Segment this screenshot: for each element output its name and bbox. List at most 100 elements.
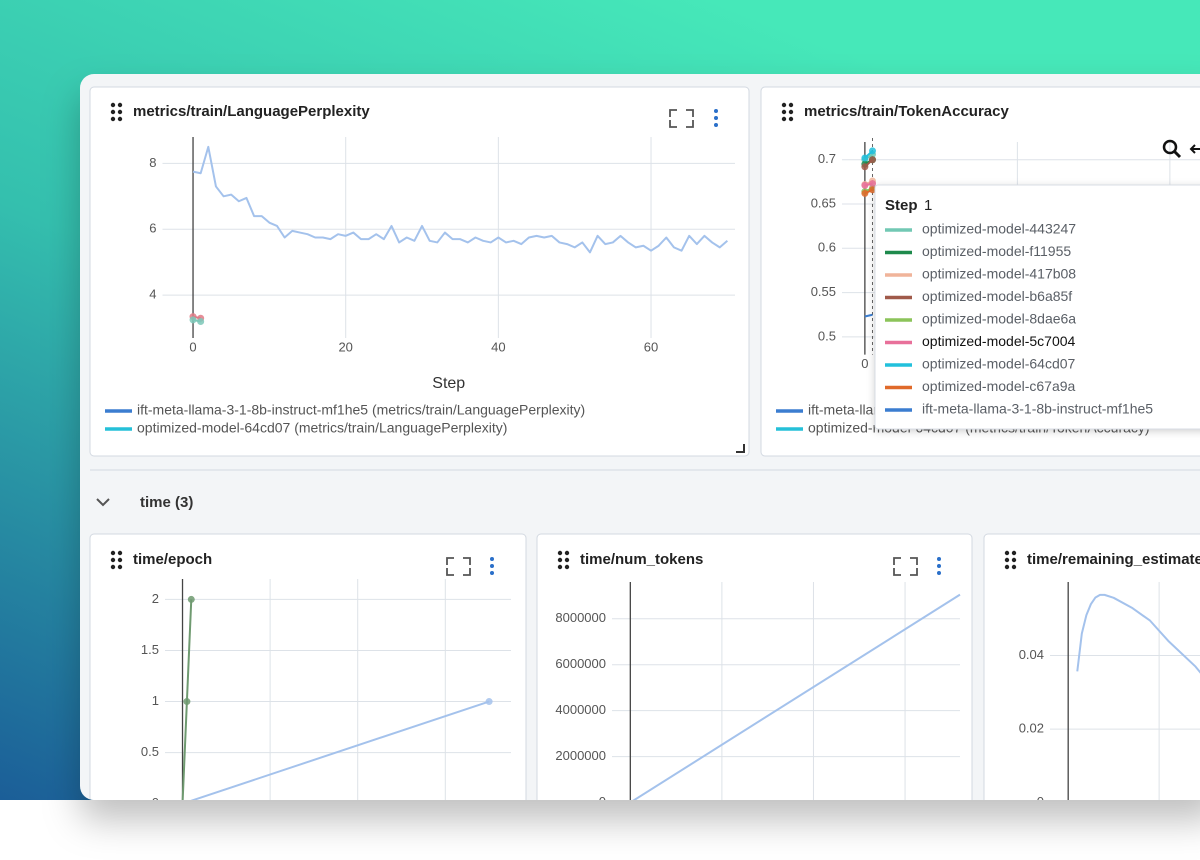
tooltip-item: optimized-model-64cd07 — [922, 356, 1076, 372]
point — [183, 698, 191, 706]
handle-dot — [564, 557, 570, 563]
x-tick-label: 0 — [861, 356, 868, 371]
x-tick-label: 20 — [338, 339, 352, 354]
tooltip-item: optimized-model-5c7004 — [922, 333, 1076, 349]
drag-handle[interactable] — [781, 102, 794, 122]
window-content: time (3) metrics/train/LanguagePerplexit… — [89, 86, 1200, 809]
x-axis-label: Step — [432, 375, 465, 392]
menu-button[interactable] — [490, 557, 494, 575]
handle-dot — [557, 557, 563, 563]
point — [861, 154, 869, 162]
tooltip-box — [874, 184, 1200, 430]
point — [869, 147, 876, 155]
handle-dot — [564, 550, 570, 556]
y-tick-label: 6 — [149, 221, 156, 236]
handle-dot — [110, 550, 116, 556]
point — [861, 189, 869, 197]
page-bottom — [0, 800, 1200, 860]
point — [187, 595, 195, 603]
point — [861, 181, 869, 189]
chart: time/num_tokens 0 2000000 4000000 6000000 800… — [555, 550, 961, 800]
handle-dot — [117, 109, 123, 115]
point — [485, 698, 493, 706]
drag-handle[interactable] — [557, 550, 570, 570]
y-tick-label: 0.5 — [141, 744, 159, 759]
zoom-button[interactable] — [1162, 139, 1182, 159]
panel — [89, 86, 750, 457]
y-tick-label: 1.5 — [141, 642, 159, 657]
tooltip-item: optimized-model-417b08 — [922, 266, 1076, 282]
y-tick-label: 8000000 — [555, 610, 606, 625]
handle-dot — [788, 116, 794, 122]
handle-dot — [564, 564, 570, 570]
handle-dot — [788, 109, 794, 115]
chart-title: time/remaining_estimate — [1027, 551, 1200, 568]
y-tick-label: 0.02 — [1019, 721, 1044, 736]
handle-dot — [557, 564, 563, 570]
panel — [983, 533, 1200, 800]
series-line — [629, 593, 961, 800]
panel — [536, 533, 973, 800]
y-tick-label: 2 — [152, 591, 159, 606]
resize-handle[interactable] — [736, 444, 745, 453]
handle-dot — [117, 557, 123, 563]
series-line — [192, 145, 729, 254]
handle-dot — [1011, 564, 1017, 570]
chart: time/remaining_estimate00.020.0402040 — [1004, 550, 1200, 809]
handle-dot — [117, 550, 123, 556]
y-tick-label: 1 — [152, 693, 159, 708]
expand-button[interactable] — [893, 557, 918, 576]
y-tick-label: 0.55 — [811, 284, 836, 299]
handle-dot — [1004, 557, 1010, 563]
tooltip: Step 1 optimized-model-443247 optimized-mod… — [874, 184, 1200, 430]
handle-dot — [788, 102, 794, 108]
point — [869, 180, 876, 188]
handle-dot — [1011, 550, 1017, 556]
x-tick-label: 0 — [189, 339, 196, 354]
tooltip-item: optimized-model-b6a85f — [922, 288, 1072, 304]
handle-dot — [781, 116, 787, 122]
point — [869, 186, 876, 194]
handle-dot — [557, 550, 563, 556]
x-tick-label: 40 — [491, 339, 505, 354]
menu-button[interactable] — [937, 557, 941, 575]
y-tick-label: 0.65 — [811, 195, 836, 210]
series-line — [182, 700, 490, 800]
handle-dot — [117, 116, 123, 122]
expand-button[interactable] — [669, 109, 694, 128]
chart: metrics/train/LanguagePerplexity 4 6 8 0 20 40… — [105, 102, 735, 436]
y-tick-label: 0.7 — [818, 151, 836, 166]
tooltip-item: optimized-model-443247 — [922, 221, 1076, 237]
collapse-chevron[interactable] — [96, 498, 110, 507]
pan-button[interactable] — [1189, 144, 1200, 154]
y-tick-label: 0.5 — [818, 328, 836, 343]
chart-title: metrics/train/TokenAccuracy — [804, 103, 1009, 120]
tooltip-item: optimized-model-c67a9a — [922, 378, 1076, 394]
tooltip-item: optimized-model-8dae6a — [922, 311, 1076, 327]
handle-dot — [110, 564, 116, 570]
y-tick-label: 2000000 — [555, 748, 606, 763]
chart-title: time/num_tokens — [580, 551, 703, 568]
handle-dot — [110, 557, 116, 563]
y-tick-label: 0.04 — [1019, 647, 1044, 662]
y-tick-label: 0 — [1037, 794, 1044, 809]
drag-handle[interactable] — [110, 550, 123, 570]
expand-button[interactable] — [446, 557, 471, 576]
point — [861, 163, 869, 171]
handle-dot — [110, 102, 116, 108]
drag-handle[interactable] — [1004, 550, 1017, 570]
y-tick-label: 4000000 — [555, 702, 606, 717]
chart: time/epoch00.511.520204060 — [110, 550, 511, 800]
handle-dot — [781, 102, 787, 108]
series-line — [1076, 593, 1200, 690]
y-tick-label: 6000000 — [555, 656, 606, 671]
legend-label: optimized-model-64cd07 (metrics/train/La… — [137, 420, 507, 436]
drag-handle[interactable] — [110, 102, 123, 122]
x-tick-label: 60 — [644, 339, 658, 354]
chart-title: time/epoch — [133, 551, 212, 568]
tooltip-step: 1 — [924, 197, 932, 214]
menu-button[interactable] — [714, 109, 718, 127]
y-tick-label: 0.6 — [818, 240, 836, 255]
